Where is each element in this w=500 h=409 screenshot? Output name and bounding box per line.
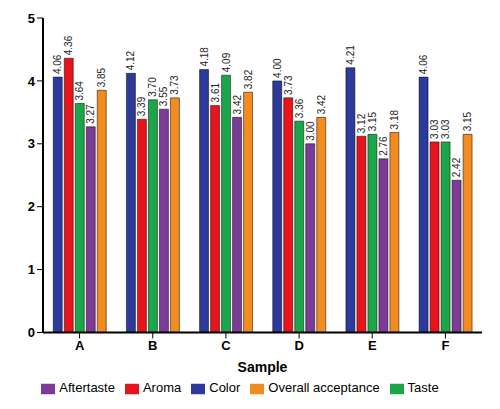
svg-text:3.39: 3.39 xyxy=(136,96,147,116)
svg-text:3.00: 3.00 xyxy=(305,121,316,141)
html-text:Color: Color xyxy=(209,380,241,396)
svg-text:4.18: 4.18 xyxy=(199,47,210,67)
html-text:Taste: Taste xyxy=(407,380,439,396)
svg-text:3.85: 3.85 xyxy=(96,67,107,87)
svg-text:Sample: Sample xyxy=(238,359,288,375)
svg-text:3.27: 3.27 xyxy=(85,104,96,124)
svg-text:3.64: 3.64 xyxy=(74,81,85,101)
html-text:Aroma: Aroma xyxy=(143,380,182,396)
svg-text:F: F xyxy=(441,338,449,353)
svg-text:3.15: 3.15 xyxy=(462,111,473,131)
svg-text:3.03: 3.03 xyxy=(440,119,451,139)
svg-text:3.82: 3.82 xyxy=(243,69,254,89)
svg-text:4.00: 4.00 xyxy=(272,58,283,78)
svg-text:4.09: 4.09 xyxy=(221,52,232,72)
svg-text:3.61: 3.61 xyxy=(210,83,221,103)
svg-text:3.42: 3.42 xyxy=(232,94,243,114)
svg-text:4.06: 4.06 xyxy=(418,54,429,74)
svg-text:E: E xyxy=(368,338,377,353)
svg-text:3.12: 3.12 xyxy=(356,113,367,133)
svg-text:3.03: 3.03 xyxy=(429,119,440,139)
svg-text:2.42: 2.42 xyxy=(451,157,462,177)
svg-text:5: 5 xyxy=(28,11,35,26)
svg-text:4: 4 xyxy=(28,74,36,89)
svg-text:3.42: 3.42 xyxy=(316,94,327,114)
svg-text:3.73: 3.73 xyxy=(283,75,294,95)
svg-text:C: C xyxy=(221,338,231,353)
svg-text:2: 2 xyxy=(28,199,35,214)
svg-text:2.76: 2.76 xyxy=(378,136,389,156)
svg-text:3.15: 3.15 xyxy=(367,111,378,131)
html-text:Overall acceptance: Overall acceptance xyxy=(268,380,380,396)
svg-text:3.55: 3.55 xyxy=(158,86,169,106)
svg-text:3.70: 3.70 xyxy=(147,77,158,97)
svg-text:1: 1 xyxy=(28,262,35,277)
svg-text:3: 3 xyxy=(28,136,35,151)
svg-text:B: B xyxy=(148,338,157,353)
svg-text:4.21: 4.21 xyxy=(345,45,356,65)
svg-text:3.18: 3.18 xyxy=(389,110,400,130)
svg-text:A: A xyxy=(75,338,85,353)
svg-text:4.36: 4.36 xyxy=(63,35,74,55)
svg-text:3.73: 3.73 xyxy=(169,75,180,95)
html-text:Aftertaste: Aftertaste xyxy=(59,380,115,396)
svg-text:D: D xyxy=(294,338,303,353)
svg-text:4.06: 4.06 xyxy=(52,54,63,74)
svg-text:4.12: 4.12 xyxy=(125,50,136,70)
svg-text:3.36: 3.36 xyxy=(294,98,305,118)
svg-text:0: 0 xyxy=(28,325,35,340)
